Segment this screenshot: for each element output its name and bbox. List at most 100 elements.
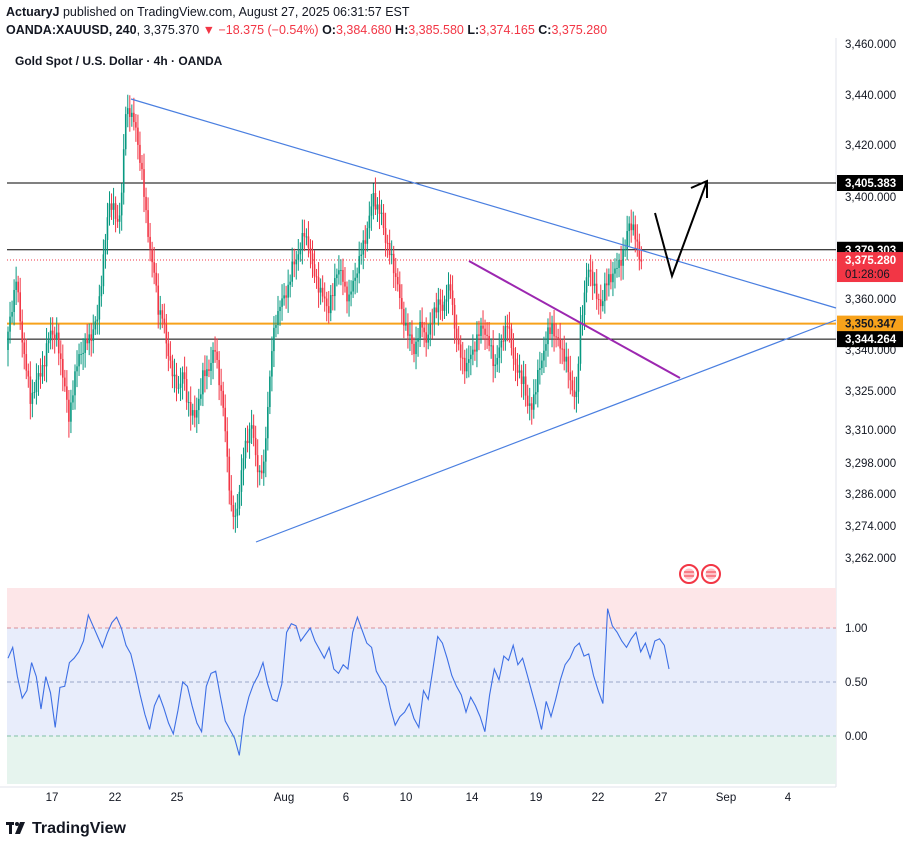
candle-body bbox=[593, 283, 596, 286]
candle-body bbox=[88, 334, 90, 344]
candle-body bbox=[510, 328, 513, 349]
candle-body bbox=[508, 326, 511, 329]
candle-body bbox=[372, 193, 375, 207]
price-badge-resistance bbox=[837, 175, 903, 192]
candle-body bbox=[581, 315, 584, 323]
candle-body bbox=[15, 281, 17, 290]
candle-body bbox=[323, 296, 326, 299]
tradingview-logo[interactable]: TradingView bbox=[6, 820, 126, 838]
candle-body bbox=[287, 284, 289, 298]
candle-body bbox=[236, 508, 239, 516]
candle-body bbox=[352, 280, 354, 292]
candle-body bbox=[573, 390, 576, 398]
candle-body bbox=[632, 224, 635, 231]
candle-body bbox=[447, 284, 450, 300]
candle-body bbox=[133, 112, 135, 123]
candle-body bbox=[305, 236, 308, 238]
candle-body bbox=[23, 342, 26, 355]
candle-body bbox=[423, 327, 425, 333]
candle-body bbox=[610, 274, 612, 283]
candle-body bbox=[258, 470, 261, 473]
candle-body bbox=[476, 334, 478, 352]
candle-body bbox=[445, 299, 448, 302]
candle-body bbox=[37, 373, 40, 380]
candle-body bbox=[177, 387, 180, 389]
candle-body bbox=[53, 334, 56, 340]
price-tick-label: 3,298.000 bbox=[845, 458, 896, 470]
candle-body bbox=[72, 395, 74, 403]
candle-body bbox=[350, 291, 352, 295]
candle-body bbox=[70, 402, 72, 422]
price-tick-label: 3,420.000 bbox=[845, 140, 896, 152]
candle-body bbox=[587, 269, 590, 278]
candle-body bbox=[413, 343, 415, 355]
time-tick-label: Sep bbox=[716, 792, 736, 804]
candle-body bbox=[579, 322, 582, 364]
candle-body bbox=[240, 470, 243, 492]
candle-body bbox=[200, 394, 202, 399]
candle-body bbox=[7, 331, 9, 350]
candle-body bbox=[169, 356, 172, 361]
overbought-zone bbox=[7, 588, 836, 628]
candle-body bbox=[165, 324, 168, 344]
candle-body bbox=[157, 285, 160, 315]
candle-body bbox=[131, 112, 133, 117]
candle-body bbox=[417, 338, 419, 342]
candle-body bbox=[244, 440, 247, 459]
candle-body bbox=[364, 240, 367, 244]
candle-body bbox=[55, 332, 58, 340]
candle-body bbox=[608, 274, 610, 286]
candle-body bbox=[114, 203, 117, 219]
candle-body bbox=[299, 250, 302, 255]
price-tick-label: 3,440.000 bbox=[845, 90, 896, 102]
candle-body bbox=[39, 373, 42, 377]
candle-body bbox=[561, 348, 563, 350]
price-badge-text-pivot: 3,350.347 bbox=[845, 319, 896, 331]
candle-body bbox=[470, 354, 472, 360]
candle-body bbox=[348, 294, 350, 302]
candle-body bbox=[488, 335, 490, 346]
candle-body bbox=[248, 428, 251, 444]
price-tick-label: 3,274.000 bbox=[845, 521, 896, 533]
candle-body bbox=[522, 376, 525, 385]
published-text: published on TradingView.com, August 27,… bbox=[62, 5, 410, 19]
candle-body bbox=[226, 431, 229, 457]
candle-body bbox=[376, 204, 379, 210]
symbol-header: OANDA:XAUUSD, 240, 3,375.370 ▼ −18.375 (… bbox=[6, 23, 608, 37]
candle-body bbox=[275, 325, 277, 328]
candle-body bbox=[122, 149, 125, 193]
candle-body bbox=[224, 407, 227, 432]
candle-body bbox=[512, 348, 515, 359]
candle-body bbox=[612, 273, 614, 283]
symbol[interactable]: OANDA:XAUUSD, 240 bbox=[6, 23, 137, 37]
candle-body bbox=[21, 321, 24, 343]
candle-body bbox=[553, 323, 555, 337]
candle-body bbox=[110, 203, 113, 210]
candle-body bbox=[421, 321, 423, 328]
publisher-name[interactable]: ActuaryJ bbox=[6, 5, 60, 19]
price-badge-last bbox=[837, 252, 903, 283]
candle-body bbox=[415, 341, 417, 355]
candle-body bbox=[334, 278, 336, 297]
candle-body bbox=[149, 236, 151, 249]
time-tick-label: 19 bbox=[530, 792, 543, 804]
candle-body bbox=[25, 354, 28, 371]
oscillator-line bbox=[7, 608, 670, 756]
candle-body bbox=[604, 283, 606, 302]
tradingview-brand: TradingView bbox=[32, 820, 126, 837]
candle-body bbox=[571, 380, 574, 391]
candle-body bbox=[394, 273, 397, 277]
candle-body bbox=[563, 348, 566, 362]
candle-body bbox=[106, 217, 109, 240]
upper-trend-line bbox=[130, 98, 837, 309]
candle-body bbox=[368, 215, 371, 229]
candle-body bbox=[616, 267, 618, 269]
candle-body bbox=[559, 338, 561, 349]
candle-body bbox=[449, 284, 452, 291]
candle-body bbox=[179, 383, 182, 388]
candle-body bbox=[504, 326, 507, 342]
candle-body bbox=[354, 277, 356, 281]
time-tick-label: 22 bbox=[109, 792, 122, 804]
candle-body bbox=[565, 356, 568, 362]
